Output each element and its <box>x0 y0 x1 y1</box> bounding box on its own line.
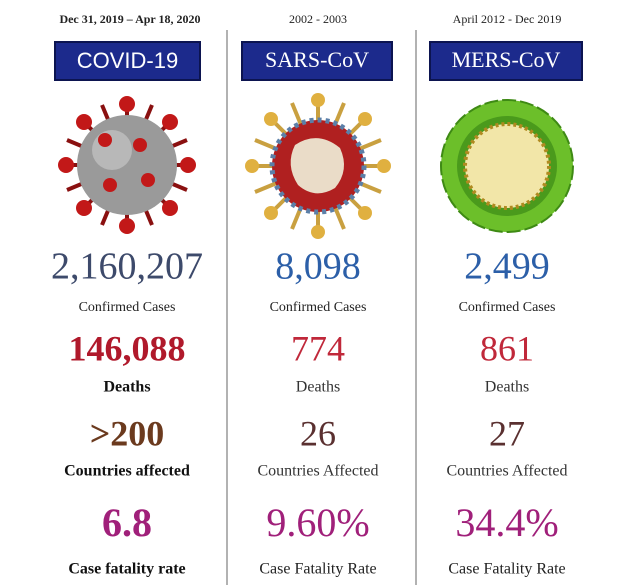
confirmed: 8,098 <box>275 246 361 288</box>
confirmed-label: Confirmed Cases <box>79 300 176 315</box>
deaths-label: Deaths <box>103 379 150 396</box>
deaths: 146,088 <box>69 328 186 368</box>
page: {"columns": [ {"date": "Dec 31, 2019 – A… <box>0 0 617 585</box>
confirmed-label: Confirmed Cases <box>270 300 367 315</box>
deaths: 774 <box>291 328 345 368</box>
deaths: 861 <box>480 328 534 368</box>
date: 2002 - 2003 <box>289 12 347 26</box>
date: Dec 31, 2019 – Apr 18, 2020 <box>59 12 200 26</box>
cfr: 9.60% <box>266 500 369 545</box>
badge-label: SARS-CoV <box>265 47 369 72</box>
countries: >200 <box>90 413 165 453</box>
mers-icon <box>441 100 573 232</box>
covid-icon <box>58 96 196 234</box>
countries: 26 <box>300 413 336 453</box>
infographic: Dec 31, 2019 – Apr 18, 2020 COVID-19 2,160… <box>0 0 617 585</box>
cfr-label: Case fatality rate <box>68 561 185 578</box>
deaths-label: Deaths <box>296 379 340 396</box>
date: April 2012 - Dec 2019 <box>453 12 562 26</box>
sars-icon <box>245 93 391 239</box>
countries-label: Countries Affected <box>446 463 567 480</box>
countries-label: Countries Affected <box>257 463 378 480</box>
badge-label: COVID-19 <box>77 48 178 73</box>
confirmed-label: Confirmed Cases <box>459 300 556 315</box>
confirmed: 2,499 <box>464 246 550 288</box>
countries: 27 <box>489 413 525 453</box>
cfr: 6.8 <box>102 500 152 545</box>
cfr-label: Case Fatality Rate <box>448 561 565 578</box>
cfr-label: Case Fatality Rate <box>259 561 376 578</box>
cfr: 34.4% <box>455 500 558 545</box>
countries-label: Countries affected <box>64 463 190 480</box>
badge-label: MERS-CoV <box>452 47 561 72</box>
deaths-label: Deaths <box>485 379 529 396</box>
confirmed: 2,160,207 <box>51 246 203 288</box>
